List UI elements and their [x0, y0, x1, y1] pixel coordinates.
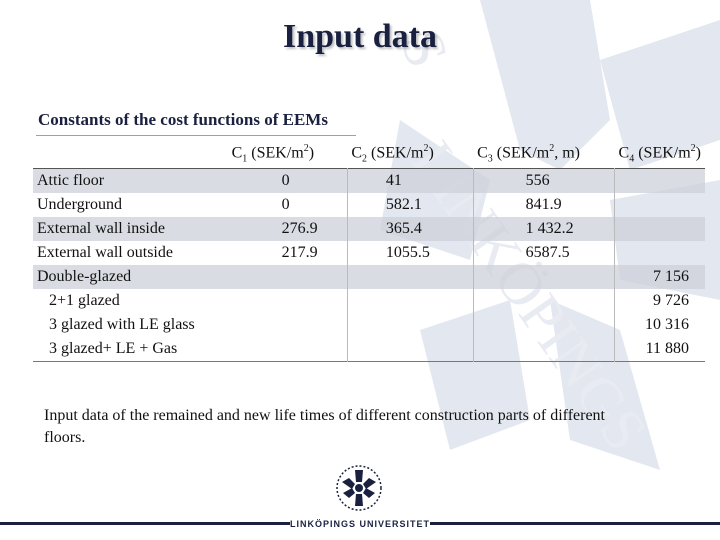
- cell-c3: 556: [472, 168, 615, 193]
- header-c4-unit: (SEK/m: [634, 144, 691, 162]
- cell-c1: [232, 289, 348, 313]
- header-c1-close: ): [308, 144, 315, 162]
- row-label: Attic floor: [33, 168, 232, 193]
- row-label: 3 glazed+ LE + Gas: [49, 340, 178, 357]
- cell-c3: [472, 289, 615, 313]
- cell-c2: [346, 313, 474, 337]
- cell-c4: [614, 241, 705, 265]
- header-c3-prefix: C: [477, 144, 488, 162]
- row-label: External wall inside: [33, 217, 232, 241]
- table-row: Double-glazed 7 156: [33, 265, 705, 289]
- cell-c4: 10 316: [614, 313, 705, 337]
- cell-c2: [346, 289, 474, 313]
- cell-c3: 1 432.2: [472, 217, 615, 241]
- table-row: 2+1 glazed 9 726: [33, 289, 705, 313]
- footer-university-name: LINKÖPINGS UNIVERSITET: [290, 516, 430, 532]
- cell-c4: 11 880: [614, 337, 705, 362]
- header-c4-index: 4: [629, 153, 635, 165]
- header-c1-unit: (SEK/m: [247, 144, 304, 162]
- header-c3-unit: (SEK/m: [492, 144, 550, 162]
- header-c3-close: , m): [554, 144, 580, 162]
- header-c3-exp: 2: [549, 143, 555, 155]
- header-c2-unit: (SEK/m: [367, 144, 424, 162]
- page-title: Input data: [282, 18, 437, 55]
- cell-c4: [614, 217, 705, 241]
- header-c2-close: ): [428, 144, 434, 162]
- header-c1-prefix: C: [231, 144, 243, 162]
- header-c1-exp: 2: [303, 143, 309, 155]
- row-label: Double-glazed: [33, 265, 232, 289]
- header-c2-index: 2: [362, 153, 368, 165]
- table-subtitle: Constants of the cost functions of EEMs: [38, 110, 328, 129]
- cost-constants-table: C1 (SEK/m2) C2 (SEK/m2) C3 (SEK/m2, m) C…: [33, 140, 705, 362]
- cell-c1: 0: [281, 196, 290, 213]
- table-row: Attic floor 0 41 556: [33, 168, 705, 193]
- table-row: Underground 0 582.1 841.9: [33, 193, 705, 217]
- table-row: 3 glazed with LE glass 10 316: [33, 313, 705, 337]
- table-row: External wall inside 276.9 365.4 1 432.2: [33, 217, 705, 241]
- header-empty: [33, 140, 232, 169]
- cell-c1: [232, 313, 348, 337]
- header-c1: C1 (SEK/m2): [232, 140, 348, 169]
- cell-c2: 582.1: [346, 193, 474, 217]
- cell-c2: 41: [346, 168, 474, 193]
- row-label: Underground: [37, 196, 123, 213]
- cell-c3: 6587.5: [472, 241, 615, 265]
- cell-c3: [472, 337, 615, 362]
- header-c1-index: 1: [242, 153, 248, 165]
- note-text: Input data of the remained and new life …: [44, 407, 605, 446]
- cell-c4: 9 726: [614, 289, 705, 313]
- cell-c4: [614, 193, 705, 217]
- cell-c3: [472, 265, 615, 289]
- row-label: External wall outside: [37, 244, 173, 261]
- row-label: 3 glazed with LE glass: [49, 316, 195, 333]
- header-c4: C4 (SEK/m2): [615, 140, 705, 169]
- university-logo-icon: [336, 465, 382, 511]
- cell-c4: 7 156: [614, 265, 705, 289]
- cell-c1: 217.9: [281, 244, 318, 261]
- header-c3: C3 (SEK/m2, m): [473, 140, 614, 169]
- header-c2-exp: 2: [423, 143, 429, 155]
- row-label: 2+1 glazed: [49, 292, 120, 309]
- cell-c1: [231, 265, 348, 289]
- cell-c1: [232, 337, 348, 362]
- cell-c1: 276.9: [231, 217, 348, 241]
- header-c2-prefix: C: [351, 144, 363, 162]
- table-header-row: C1 (SEK/m2) C2 (SEK/m2) C3 (SEK/m2, m) C…: [33, 140, 705, 169]
- subtitle-divider: [36, 135, 356, 136]
- cell-c4: [614, 168, 705, 193]
- header-c2: C2 (SEK/m2): [347, 140, 473, 169]
- header-c3-index: 3: [487, 153, 493, 165]
- cell-c3: [472, 313, 615, 337]
- header-c4-exp: 2: [690, 143, 696, 155]
- cell-c2: 365.4: [346, 217, 474, 241]
- cell-c2: [346, 337, 474, 362]
- table-row: External wall outside 217.9 1055.5 6587.5: [33, 241, 705, 265]
- cell-c3: 841.9: [472, 193, 615, 217]
- table-row: 3 glazed+ LE + Gas 11 880: [33, 337, 705, 362]
- cell-c1: 0: [231, 168, 348, 193]
- cell-c2: [346, 265, 474, 289]
- header-c4-close: ): [695, 144, 701, 162]
- cell-c2: 1055.5: [346, 241, 474, 265]
- header-c4-prefix: C: [618, 144, 630, 162]
